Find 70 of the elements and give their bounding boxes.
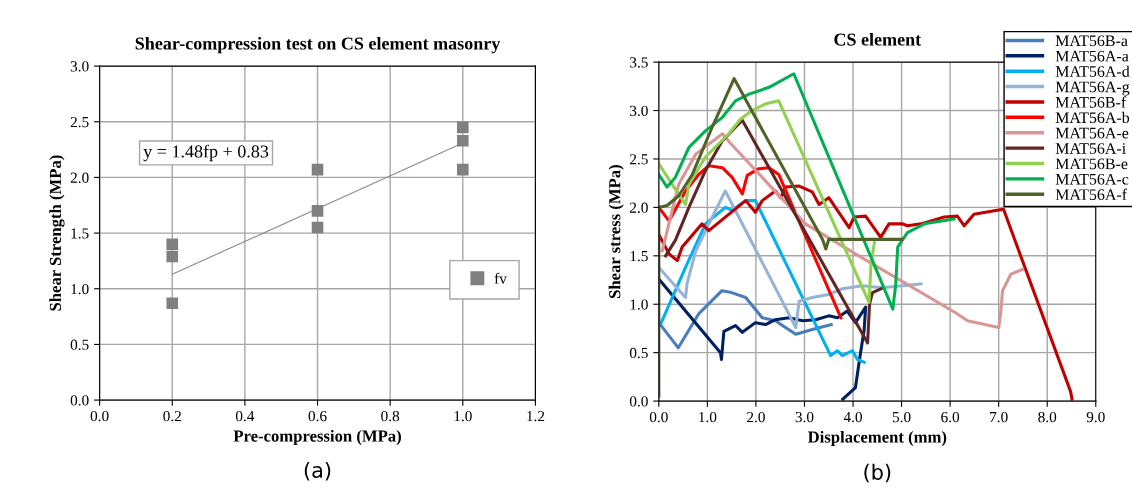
y-tick-label: 2.0 xyxy=(629,202,648,213)
legend-label: MAT56A-c xyxy=(1055,173,1129,185)
text: (b) xyxy=(864,463,891,483)
line-series xyxy=(659,199,866,364)
y-tick-label: 3.0 xyxy=(70,61,89,72)
x-tick-label: 8.0 xyxy=(1038,411,1057,423)
point xyxy=(311,221,324,234)
line-series xyxy=(658,189,923,330)
y-tick-label: 2.5 xyxy=(629,154,648,165)
line-series xyxy=(658,99,876,304)
chart-title: Shear-compression test on CS element masonry xyxy=(135,36,501,54)
legend-label: MAT56B-f xyxy=(1055,96,1127,108)
line-series xyxy=(658,77,904,398)
legend-label: MAT56A-i xyxy=(1055,143,1126,154)
point xyxy=(166,297,179,310)
x-tick-label: 0.0 xyxy=(90,410,109,422)
y-tick-label: 3.0 xyxy=(630,105,648,117)
annotation: y = 1.48fp + 0.83 xyxy=(143,144,269,162)
chart-title: CS element xyxy=(834,32,922,46)
line-series xyxy=(664,118,883,345)
point xyxy=(166,250,179,263)
line-series xyxy=(658,72,956,311)
y-tick-label: 1.0 xyxy=(630,299,648,310)
y-tick-label: 1.5 xyxy=(630,251,648,262)
point xyxy=(456,134,469,147)
x-tick-label: 0.2 xyxy=(163,410,181,422)
x-tick-label: 9.0 xyxy=(1086,411,1105,423)
legend-label: MAT56B-a xyxy=(1055,35,1128,47)
legend-label: MAT56A-b xyxy=(1055,111,1130,124)
point xyxy=(456,163,469,176)
x-tick-label: 2.0 xyxy=(747,411,765,423)
point xyxy=(166,238,179,251)
legend-label: MAT56B-e xyxy=(1055,158,1128,170)
x-tick-label: 7.0 xyxy=(990,411,1008,423)
y-tick-label: 3.5 xyxy=(630,57,648,68)
x-tick-label: 5.0 xyxy=(892,411,911,423)
y-tick-label: 2.0 xyxy=(70,172,89,183)
point xyxy=(311,205,324,217)
point xyxy=(311,163,324,176)
y-tick-label: 2.5 xyxy=(70,116,89,128)
text: (a) xyxy=(304,461,331,481)
y-tick-label: 1.5 xyxy=(71,228,89,239)
x-tick-label: 0.4 xyxy=(235,410,255,422)
y-tick-label: 0.5 xyxy=(70,339,89,350)
y-tick-label: 0.0 xyxy=(629,396,648,407)
legend-label: MAT56A-e xyxy=(1055,127,1129,139)
y-tick-label: 1.0 xyxy=(71,283,89,295)
legend-label: MAT56A-f xyxy=(1055,188,1128,200)
x-tick-label: 6.0 xyxy=(941,411,960,423)
y-tick-label: 0.0 xyxy=(70,395,89,406)
x-axis-title: Displacement (mm) xyxy=(807,430,947,447)
line-series xyxy=(658,289,833,350)
legend-label: MAT56A-d xyxy=(1055,65,1130,77)
x-tick-label: 1.0 xyxy=(699,411,717,423)
x-tick-label: 4.0 xyxy=(843,411,862,423)
x-tick-label: 0.6 xyxy=(308,410,327,422)
y-tick-label: 0.5 xyxy=(629,347,648,359)
x-tick-label: 1.2 xyxy=(527,410,545,422)
legend-label: MAT56A-g xyxy=(1055,81,1130,96)
x-tick-label: 1.0 xyxy=(454,410,472,422)
x-tick-label: 3.0 xyxy=(795,411,814,423)
x-axis-title: Pre-compression (MPa) xyxy=(233,429,401,446)
legend-label: fv xyxy=(494,272,507,284)
y-axis-title: Shear Strength (MPa) xyxy=(49,155,65,311)
x-tick-label: 0.0 xyxy=(649,411,668,423)
y-axis-title: Shear stress (MPa) xyxy=(608,165,624,298)
point xyxy=(456,121,469,134)
x-tick-label: 0.8 xyxy=(381,410,400,422)
line-series xyxy=(658,277,868,401)
legend-label: MAT56A-a xyxy=(1055,50,1129,62)
